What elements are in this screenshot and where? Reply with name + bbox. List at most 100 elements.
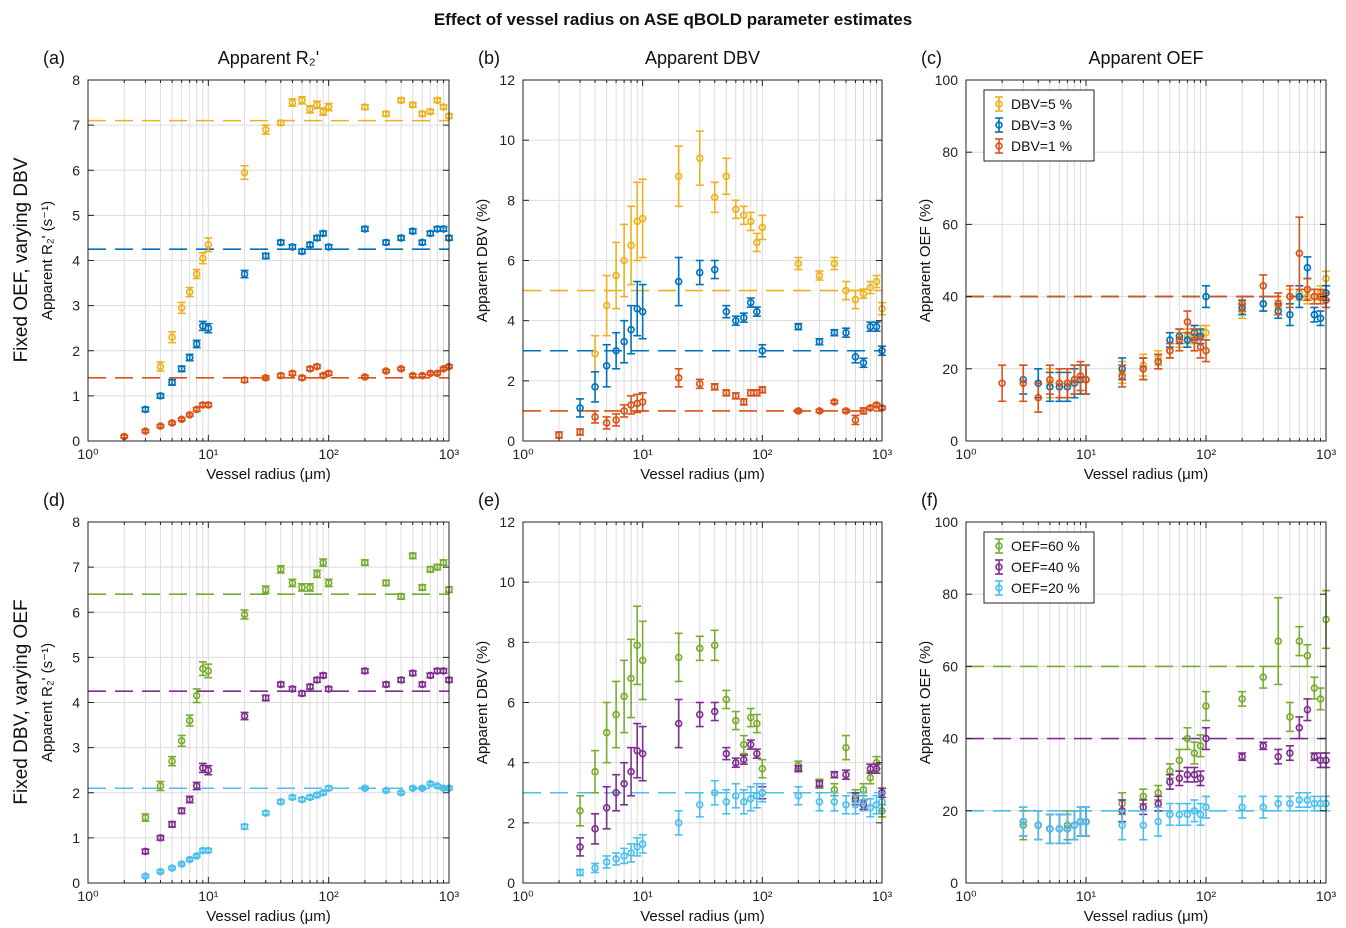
data-point: [1303, 705, 1312, 714]
data-point: [627, 767, 635, 776]
x-tick-label: 10⁰: [955, 446, 977, 462]
y-tick-label: 6: [507, 253, 515, 269]
y-tick-label: 4: [507, 755, 515, 771]
figure-title: Effect of vessel radius on ASE qBOLD par…: [434, 10, 912, 29]
data-point: [382, 579, 390, 587]
data-point: [627, 241, 635, 250]
data-point: [674, 277, 683, 286]
data-point: [433, 96, 442, 105]
y-tick-label: 60: [942, 658, 958, 674]
x-tick-label: 10¹: [633, 446, 654, 462]
data-point: [433, 369, 442, 378]
x-tick-label: 10¹: [633, 888, 654, 904]
data-point: [240, 270, 249, 278]
data-point: [638, 307, 647, 316]
data-point: [192, 852, 201, 860]
data-point: [177, 806, 186, 815]
data-point: [168, 864, 176, 872]
data-point: [261, 809, 270, 817]
y-tick-label: 0: [507, 875, 515, 891]
data-point: [794, 322, 803, 331]
data-point: [156, 867, 165, 876]
data-point: [758, 223, 767, 232]
data-point: [168, 333, 176, 342]
data-point: [298, 795, 306, 804]
legend-marker: [995, 542, 1003, 550]
data-point: [261, 585, 270, 594]
data-point: [722, 749, 731, 758]
data-point: [185, 795, 194, 804]
y-tick-label: 80: [942, 586, 958, 602]
data-point: [602, 419, 611, 427]
legend-marker: [995, 100, 1003, 108]
data-point: [1190, 749, 1199, 757]
data-point: [204, 401, 213, 409]
x-tick-label: 10²: [1196, 888, 1217, 904]
data-point: [866, 803, 875, 812]
data-point: [156, 782, 165, 790]
data-point: [1259, 742, 1268, 750]
data-point: [638, 214, 647, 223]
y-tick-label: 10: [499, 132, 515, 148]
data-point: [859, 407, 868, 415]
data-point: [746, 794, 755, 803]
data-point: [298, 583, 306, 592]
data-point: [306, 240, 314, 249]
y-tick-label: 0: [950, 875, 958, 891]
data-point: [426, 779, 435, 788]
data-point: [168, 419, 176, 427]
data-point: [1238, 300, 1246, 308]
x-tick-label: 10⁰: [77, 888, 99, 904]
x-axis-label: Vessel radius (μm): [640, 908, 765, 925]
data-point: [313, 101, 321, 109]
y-tick-label: 6: [507, 695, 515, 711]
panel-b: 10⁰ 10¹ 10² 10³ 0 2 4 6 8 10 12 Vessel radius (μm) A…: [474, 48, 892, 483]
data-point: [739, 313, 748, 322]
data-point: [753, 719, 761, 728]
data-point: [324, 369, 333, 378]
data-point: [192, 691, 201, 700]
data-point: [1055, 379, 1064, 388]
data-point: [141, 813, 150, 822]
data-point: [319, 107, 327, 116]
data-point: [324, 103, 333, 111]
y-tick-label: 3: [72, 740, 80, 756]
data-point: [815, 271, 824, 280]
data-point: [753, 749, 761, 758]
data-point: [1070, 821, 1079, 830]
y-tick-label: 7: [72, 117, 80, 133]
data-point: [141, 405, 150, 414]
data-point: [276, 238, 285, 247]
data-point: [261, 252, 270, 260]
y-tick-label: 8: [507, 634, 515, 650]
data-point: [1190, 806, 1199, 815]
data-point: [156, 362, 165, 371]
y-tick-label: 0: [950, 433, 958, 449]
data-point: [739, 740, 748, 749]
y-tick-label: 4: [507, 313, 515, 329]
data-point: [746, 298, 755, 307]
data-point: [620, 852, 628, 860]
data-point: [1202, 328, 1210, 337]
data-point: [859, 797, 868, 806]
data-point: [433, 563, 442, 571]
data-point: [397, 676, 405, 684]
data-point: [1019, 817, 1028, 826]
data-point: [313, 570, 321, 578]
y-axis-label: Apparent OEF (%): [917, 199, 934, 322]
legend-entry: DBV=3 %: [1011, 117, 1072, 133]
panel-title: Apparent OEF: [1088, 48, 1203, 68]
data-point: [851, 416, 860, 424]
data-point: [576, 428, 584, 436]
data-point: [746, 217, 755, 226]
x-tick-label: 10⁰: [77, 446, 99, 462]
data-point: [674, 719, 683, 728]
data-point: [240, 610, 249, 619]
data-point: [710, 641, 719, 650]
data-point: [620, 407, 628, 415]
data-point: [1295, 249, 1304, 258]
data-point: [319, 229, 327, 238]
data-point: [426, 107, 435, 116]
data-point: [185, 855, 194, 864]
y-tick-label: 6: [72, 162, 80, 178]
